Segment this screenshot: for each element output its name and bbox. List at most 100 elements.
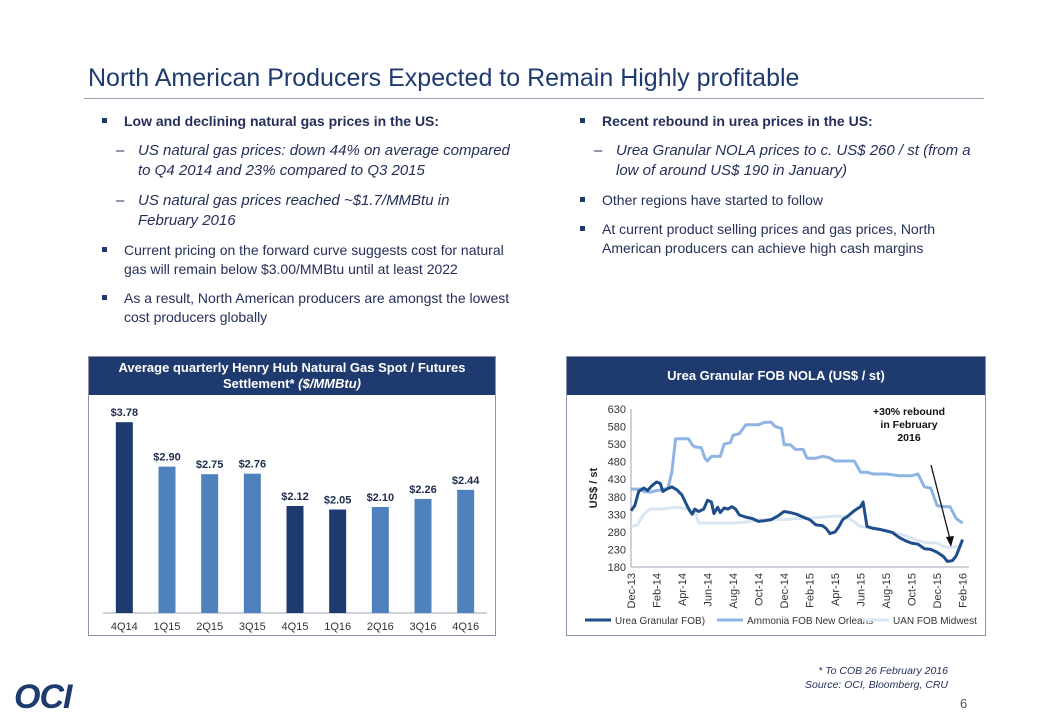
henry-hub-chart-title: Average quarterly Henry Hub Natural Gas … [118, 360, 466, 391]
x-tick-Feb-15: Feb-15 [805, 573, 817, 608]
henry-hub-chart-header: Average quarterly Henry Hub Natural Gas … [89, 357, 495, 395]
footnote-cob: * To COB 26 February 2016 [818, 665, 948, 677]
annotation-arrow-head [946, 536, 954, 547]
bar-tick-4Q14: 4Q14 [111, 621, 138, 633]
sub-bullet-text: Urea Granular NOLA prices to c. US$ 260 … [616, 142, 971, 179]
bar-label-4Q16: $2.44 [452, 475, 480, 487]
title-divider [84, 98, 984, 99]
dash-icon: – [594, 142, 603, 159]
bar-label-4Q14: $3.78 [111, 407, 139, 419]
y-tick-630: 630 [608, 404, 626, 416]
y-tick-230: 230 [608, 544, 626, 556]
sub-bullet-urea-nola: – Urea Granular NOLA prices to c. US$ 260… [578, 141, 988, 181]
bullet-text: Current pricing on the forward curve sug… [124, 242, 504, 277]
sub-bullet-gas-low: – US natural gas prices reached ~$1.7/MMB… [100, 191, 510, 231]
bar-label-1Q16: $2.05 [324, 495, 352, 507]
bullet-square-icon [580, 197, 585, 202]
bar-tick-4Q15: 4Q15 [282, 621, 309, 633]
annotation-arrow-line [930, 464, 952, 544]
bar-tick-1Q16: 1Q16 [324, 621, 351, 633]
henry-hub-bar-chart: $3.78 4Q14 $2.90 1Q15 $2.75 2Q15 $2.76 3Q15 $2.1… [103, 407, 487, 633]
dash-icon: – [116, 192, 125, 209]
annotation-line-2: 2016 [897, 432, 921, 444]
bar-3Q15 [243, 473, 261, 613]
bar-tick-4Q16: 4Q16 [452, 621, 479, 633]
bullet-urea-rebound: Recent rebound in urea prices in the US: [578, 112, 988, 131]
footnote: * To COB 26 February 2016 Source: OCI, B… [805, 664, 948, 692]
x-tick-Jun-15: Jun-15 [856, 573, 868, 607]
y-tick-330: 330 [608, 509, 626, 521]
bullet-text: Recent rebound in urea prices in the US: [602, 113, 873, 129]
sub-bullet-gas-decline: – US natural gas prices: down 44% on aver… [100, 141, 510, 181]
bar-tick-3Q16: 3Q16 [410, 621, 437, 633]
bar-label-1Q15: $2.90 [153, 452, 181, 464]
x-tick-Oct-14: Oct-14 [754, 573, 766, 606]
bullet-text: Other regions have started to follow [602, 192, 824, 208]
series-ammonia-fob-new-orleans [631, 420, 964, 525]
y-tick-280: 280 [608, 527, 626, 539]
sub-bullet-text: US natural gas prices reached ~$1.7/MMBt… [138, 192, 450, 229]
y-tick-380: 380 [608, 492, 626, 504]
x-tick-Dec-15: Dec-15 [932, 573, 944, 608]
y-tick-580: 580 [608, 422, 626, 434]
henry-hub-chart-panel: Average quarterly Henry Hub Natural Gas … [88, 356, 496, 636]
right-text-column: Recent rebound in urea prices in the US:… [578, 112, 988, 268]
annotation-line-0: +30% rebound [873, 406, 945, 418]
urea-chart-title: Urea Granular FOB NOLA (US$ / st) [667, 368, 885, 383]
henry-hub-chart-unit-label: ($/MMBtu) [294, 376, 361, 391]
bar-1Q16 [329, 509, 347, 613]
bar-tick-2Q15: 2Q15 [196, 621, 223, 633]
y-tick-430: 430 [608, 474, 626, 486]
urea-y-axis-label: US$ / st [588, 467, 600, 508]
bar-4Q14 [115, 422, 133, 613]
bullet-square-icon [102, 247, 107, 252]
footnote-source: Source: OCI, Bloomberg, CRU [805, 679, 948, 691]
series-urea-granular-fob- [629, 480, 964, 563]
x-tick-Dec-13: Dec-13 [626, 573, 638, 608]
bar-4Q15 [286, 505, 304, 613]
bar-4Q16 [457, 489, 475, 613]
x-tick-Apr-15: Apr-15 [830, 573, 842, 606]
series-uan-fob-midwest [630, 505, 963, 550]
y-tick-180: 180 [608, 562, 626, 574]
bullet-square-icon [102, 295, 107, 300]
legend-label-0: Urea Granular FOB) [615, 616, 705, 627]
urea-chart-header: Urea Granular FOB NOLA (US$ / st) [567, 357, 985, 395]
dash-icon: – [116, 142, 125, 159]
urea-line-chart: 180 230 280 330 380 430 480 530 580 630 Dec-13 Feb-… [585, 404, 977, 627]
bar-2Q15 [201, 474, 219, 613]
bullet-square-icon [580, 118, 585, 123]
y-tick-530: 530 [608, 439, 626, 451]
x-tick-Jun-14: Jun-14 [703, 573, 715, 607]
bar-label-4Q15: $2.12 [281, 491, 309, 503]
bullet-gas-prices: Low and declining natural gas prices in … [100, 112, 510, 131]
x-tick-Aug-15: Aug-15 [881, 573, 893, 608]
x-tick-Feb-16: Feb-16 [958, 573, 970, 608]
x-tick-Apr-14: Apr-14 [677, 573, 689, 606]
legend-label-1: Ammonia FOB New Orleans [747, 616, 873, 627]
bullet-text: Low and declining natural gas prices in … [124, 113, 440, 129]
bullet-other-regions: Other regions have started to follow [578, 191, 988, 210]
bar-label-3Q15: $2.76 [239, 459, 267, 471]
oci-logo: OCI [14, 678, 72, 716]
bullet-text: As a result, North American producers ar… [124, 290, 510, 325]
bar-2Q16 [371, 507, 389, 613]
y-tick-480: 480 [608, 457, 626, 469]
bar-label-2Q16: $2.10 [367, 492, 395, 504]
bullet-forward-curve: Current pricing on the forward curve sug… [100, 241, 510, 279]
x-tick-Aug-14: Aug-14 [728, 573, 740, 608]
bar-1Q15 [158, 466, 176, 613]
sub-bullet-text: US natural gas prices: down 44% on avera… [138, 142, 510, 179]
x-tick-Dec-14: Dec-14 [779, 573, 791, 608]
left-text-column: Low and declining natural gas prices in … [100, 112, 510, 337]
bullet-square-icon [580, 226, 585, 231]
urea-chart-panel: Urea Granular FOB NOLA (US$ / st) 180 230… [566, 356, 986, 636]
annotation-line-1: in February [880, 419, 937, 431]
page-number: 6 [960, 696, 968, 711]
x-tick-Oct-15: Oct-15 [907, 573, 919, 606]
bar-label-2Q15: $2.75 [196, 459, 224, 471]
bar-tick-3Q15: 3Q15 [239, 621, 266, 633]
bar-3Q16 [414, 498, 432, 613]
legend-label-2: UAN FOB Midwest [893, 616, 977, 627]
bar-tick-2Q16: 2Q16 [367, 621, 394, 633]
